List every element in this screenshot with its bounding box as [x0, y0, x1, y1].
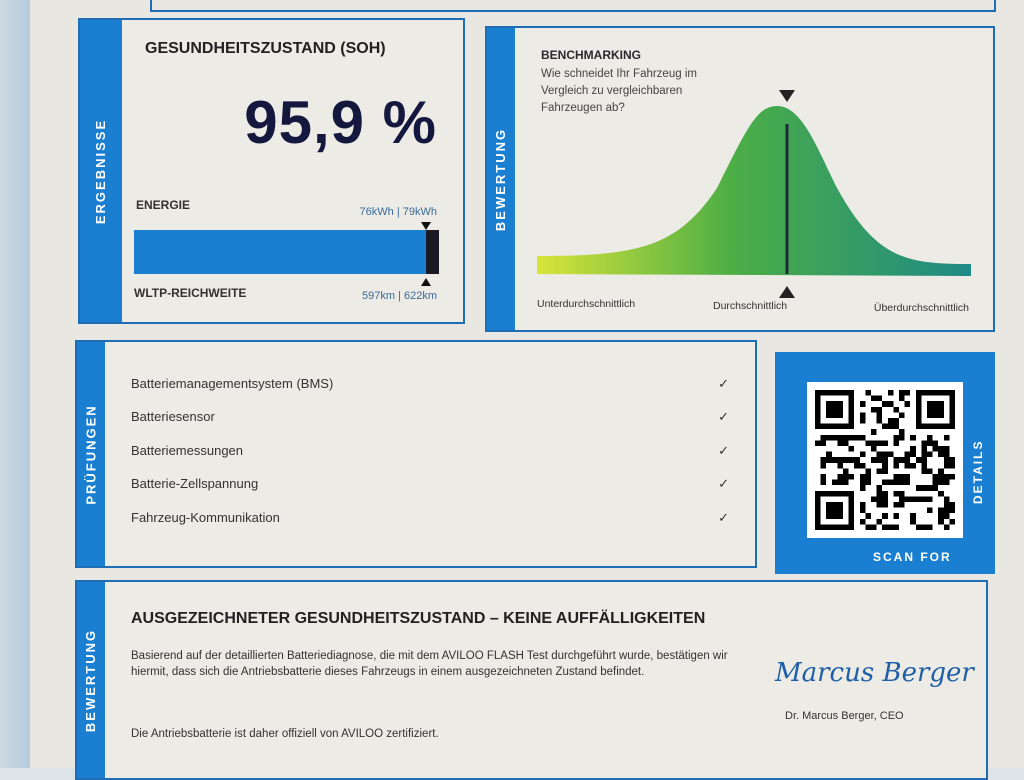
tab-label: PRÜFUNGEN — [83, 403, 99, 505]
qr-caption-vertical: DETAILS — [971, 439, 985, 504]
energy-bar — [134, 230, 439, 274]
energy-value: 76kWh | 79kWh — [359, 206, 437, 218]
benchmark-question: Wie schneidet Ihr Fahrzeug im Vergleich … — [541, 68, 697, 114]
verdict-certified: Die Antriebsbatterie ist daher offiziell… — [131, 728, 439, 740]
scale-label-mid: Durchschnittlich — [713, 300, 788, 312]
results-tab: ERGEBNISSE — [80, 20, 122, 322]
check-item: Batteriemanagementsystem (BMS) ✓ — [131, 376, 729, 392]
check-item: Batteriesensor ✓ — [131, 409, 729, 425]
bell-curve — [537, 106, 971, 276]
marker-up-icon — [421, 278, 431, 286]
check-label: Batteriemanagementsystem (BMS) — [131, 376, 334, 391]
check-item: Batterie-Zellspannung ✓ — [131, 476, 729, 492]
benchmark-section: BEWERTUNG BENCHMARKING Wie schneidet Ihr… — [485, 26, 995, 332]
qr-code-icon[interactable] — [807, 382, 963, 538]
range-label: WLTP-REICHWEITE — [134, 286, 247, 300]
check-icon: ✓ — [718, 409, 729, 424]
check-label: Batteriesensor — [131, 409, 215, 424]
check-icon: ✓ — [718, 376, 729, 391]
tab-label: BEWERTUNG — [83, 628, 99, 732]
signature: Marcus Berger — [775, 658, 974, 688]
soh-value: 95,9 % — [244, 89, 437, 156]
energy-bar-fill — [134, 230, 427, 274]
checks-tab: PRÜFUNGEN — [77, 342, 105, 566]
check-label: Batterie-Zellspannung — [131, 476, 259, 491]
check-label: Fahrzeug-Kommunikation — [131, 510, 280, 525]
tab-label: ERGEBNISSE — [93, 118, 109, 224]
check-item: Batteriemessungen ✓ — [131, 443, 729, 459]
marker-down-icon — [421, 222, 431, 230]
bell-curve-chart — [537, 90, 971, 298]
scale-label-high: Überdurchschnittlich — [873, 302, 969, 314]
check-label: Batteriemessungen — [131, 443, 244, 458]
verdict-tab: BEWERTUNG — [77, 582, 105, 778]
verdict-body: Basierend auf der detaillierten Batterie… — [131, 650, 728, 678]
verdict-headline: AUSGEZEICHNETER GESUNDHEITSZUSTAND – KEI… — [131, 610, 706, 627]
top-box-edge — [150, 0, 996, 12]
check-item: Fahrzeug-Kommunikation ✓ — [131, 510, 729, 526]
check-icon: ✓ — [718, 510, 729, 525]
results-section: ERGEBNISSE GESUNDHEITSZUSTAND (SOH) 95,9… — [78, 18, 465, 324]
benchmark-title: BENCHMARKING — [541, 48, 641, 62]
checks-section: PRÜFUNGEN Batteriemanagementsystem (BMS)… — [75, 340, 757, 568]
soh-title: GESUNDHEITSZUSTAND (SOH) — [145, 40, 386, 57]
verdict-section: BEWERTUNG AUSGEZEICHNETER GESUNDHEITSZUS… — [75, 580, 988, 780]
benchmark-tab: BEWERTUNG — [487, 28, 515, 330]
energy-label: ENERGIE — [136, 198, 191, 212]
marker-up-icon — [779, 286, 795, 298]
range-value: 597km | 622km — [361, 290, 437, 302]
check-icon: ✓ — [718, 443, 729, 458]
marker-down-icon — [779, 90, 795, 102]
scale-label-low: Unterdurchschnittlich — [537, 298, 636, 310]
signer-name: Dr. Marcus Berger, CEO — [785, 710, 904, 722]
qr-caption: SCAN FOR — [873, 550, 952, 564]
check-icon: ✓ — [718, 476, 729, 491]
qr-section[interactable]: SCAN FOR DETAILS — [775, 352, 995, 574]
